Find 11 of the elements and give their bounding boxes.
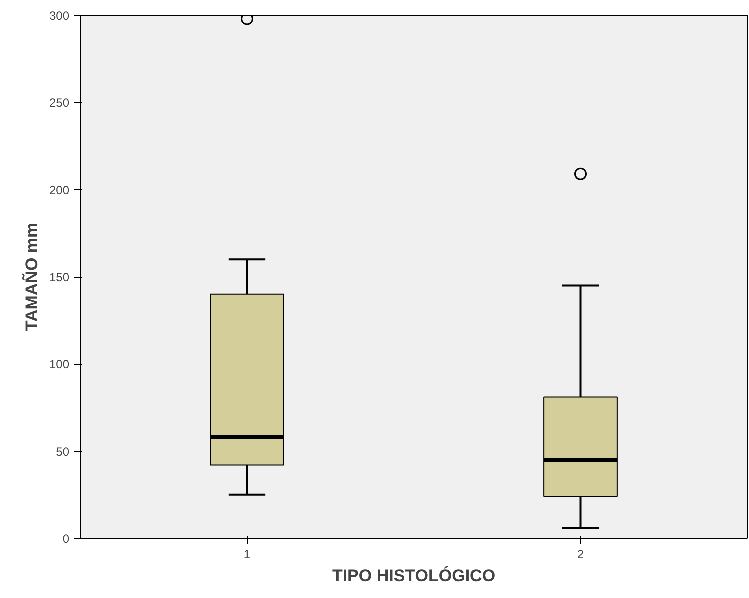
y-tick-label: 100 [49,358,70,372]
x-tick-label: 2 [577,548,584,562]
y-tick-label: 150 [49,270,70,284]
x-axis-title: TIPO HISTOLÓGICO [332,566,496,586]
y-tick-label: 0 [62,532,70,546]
y-tick-label: 50 [56,444,70,459]
y-tick-label: 200 [49,183,70,198]
x-tick-label: 1 [244,548,251,562]
y-tick-label: 300 [49,9,70,23]
y-tick-label: 250 [49,96,70,110]
y-axis-title: TAMAÑO mm [21,222,42,332]
